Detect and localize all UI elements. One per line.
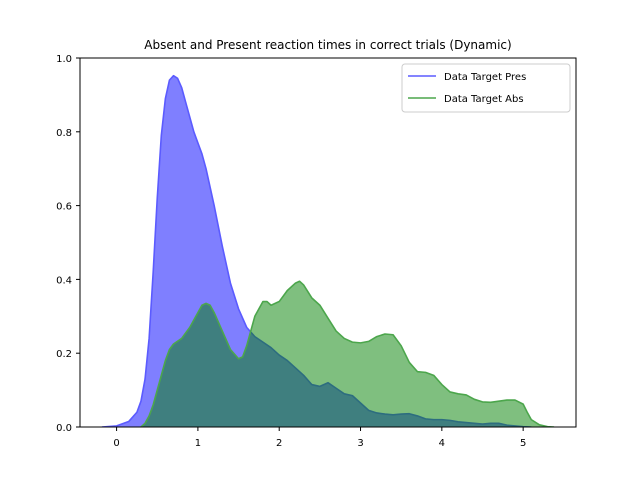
axes-frame (79, 57, 577, 428)
x-tick-label: 1 (195, 438, 201, 449)
x-tick-label: 5 (520, 438, 526, 449)
y-tick-label: 0.0 (56, 423, 72, 434)
series-line-data-target-abs (140, 280, 555, 427)
legend: Data Target Pres Data Target Abs (401, 63, 571, 113)
y-axis-ticks: 0.0 0.2 0.4 0.6 0.8 1.0 (56, 54, 80, 434)
chart-title: Absent and Present reaction times in cor… (144, 38, 511, 52)
y-tick-label: 0.8 (56, 128, 72, 139)
legend-label: Data Target Abs (444, 94, 524, 105)
x-axis-ticks: 0 1 2 3 4 5 (113, 427, 526, 449)
x-tick-label: 2 (276, 438, 282, 449)
x-tick-label: 3 (357, 438, 363, 449)
series-area-data-target-abs (140, 281, 555, 427)
y-tick-label: 0.2 (56, 349, 72, 360)
legend-label: Data Target Pres (444, 72, 526, 83)
x-tick-label: 0 (113, 438, 119, 449)
y-tick-label: 1.0 (56, 54, 72, 65)
y-tick-label: 0.4 (56, 275, 72, 286)
series-layer (101, 74, 555, 427)
legend-box (401, 63, 571, 113)
x-tick-label: 4 (439, 438, 445, 449)
y-tick-label: 0.6 (56, 202, 72, 213)
